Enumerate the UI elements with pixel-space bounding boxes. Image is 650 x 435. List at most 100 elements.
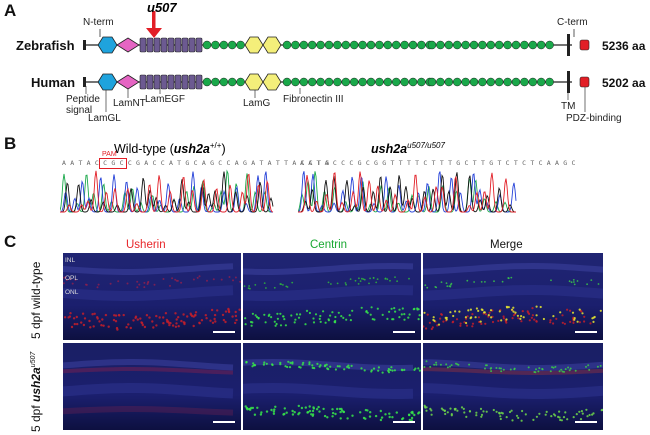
fibronectin-domain <box>417 77 426 87</box>
fibronectin-domain <box>358 77 367 87</box>
lamegf-repeat <box>181 74 189 90</box>
fibronectin-domain <box>461 77 470 87</box>
fibronectin-domain <box>349 77 359 87</box>
lamnt-label: LamNT <box>113 98 146 109</box>
fibronectin-domain <box>545 77 554 87</box>
fibronectin-domain <box>503 77 512 87</box>
fibronectin-domain <box>486 40 496 50</box>
row-label-mutant: 5 dpf ush2au507 <box>29 351 43 432</box>
lamegf-repeat <box>195 74 203 90</box>
fibronectin-domain <box>494 40 504 50</box>
lamegf-repeat <box>174 37 182 53</box>
scale-bar <box>393 421 415 423</box>
fibronectin-domain <box>469 40 479 50</box>
micrograph-merge-mutant <box>423 343 603 430</box>
lamegf-repeat <box>167 74 175 90</box>
mutant-chromatogram-title: ush2au507/u507 <box>371 141 445 157</box>
zf-lamegf-domains <box>139 37 203 53</box>
fibronectin-domain <box>427 40 437 50</box>
fibronectin-domain <box>478 77 487 87</box>
fibronectin-domain <box>316 77 325 87</box>
fibronectin-domain <box>452 77 462 87</box>
tm-label: TM <box>561 101 576 112</box>
fibronectin-domain <box>536 40 546 50</box>
usherin-column-header: Usherin <box>126 239 166 251</box>
fibronectin-domain <box>341 40 351 50</box>
centrin-column-header: Centrin <box>310 239 348 251</box>
fibronectin-domain <box>333 40 342 50</box>
fibronectin-domain <box>391 40 401 50</box>
fibronectin-domain <box>366 40 376 50</box>
peptide-signal-label: Peptide signal <box>66 94 100 116</box>
lamegf-repeat <box>188 37 196 53</box>
zf-lamg-domain-1 <box>244 36 264 54</box>
chromatogram-trace <box>298 172 516 213</box>
fibronectin-domain <box>452 40 462 50</box>
lamegf-repeat <box>188 74 196 90</box>
chromatogram-trace <box>298 171 516 213</box>
fibronectin-domain <box>366 77 376 87</box>
human-label: Human <box>31 75 76 90</box>
fibronectin-domain <box>227 40 237 50</box>
scale-bar <box>393 331 415 333</box>
scale-bar <box>213 421 235 423</box>
lamegf-repeat <box>160 74 168 90</box>
lamgl-label: LamGL <box>88 113 121 124</box>
row-label-wildtype: 5 dpf wild-type <box>29 261 43 339</box>
zf-pdz-domain <box>579 39 590 51</box>
lamegf-label: LamEGF <box>145 94 186 105</box>
lamegf-repeat <box>167 37 175 53</box>
fibronectin-domain <box>391 77 401 87</box>
mutation-arrow-shaft <box>152 11 156 29</box>
fibronectin-domain <box>520 77 529 87</box>
fibronectin-domain <box>520 40 529 50</box>
zebrafish-length: 5236 aa <box>602 39 646 53</box>
zf-lamg-domain-2 <box>262 36 282 54</box>
fibronectin-domain <box>545 40 554 50</box>
fibronectin-domain <box>202 77 212 87</box>
fibronectin-domain <box>324 40 334 50</box>
fibronectin-domain <box>341 77 351 87</box>
fibronectin-domain <box>511 40 521 50</box>
fibronectin-domain <box>528 77 538 87</box>
fibronectin-domain <box>291 77 300 87</box>
lamegf-repeat <box>174 74 182 90</box>
fibronectin-domain <box>444 77 454 87</box>
fibronectin-domain <box>408 40 418 50</box>
fibronectin-domain <box>400 77 409 87</box>
wildtype-chromatogram-title: Wild-type (ush2a+/+) <box>114 141 226 157</box>
opl-label: OPL <box>65 275 79 282</box>
zf-tm-domain <box>567 34 570 56</box>
fibronectin-domain <box>375 40 384 50</box>
chromatogram-trace <box>298 171 517 213</box>
fibronectin-domain <box>299 40 309 50</box>
fibronectin-domain <box>219 40 229 50</box>
fibronectin-domain <box>236 77 245 87</box>
chromatogram-trace <box>60 171 274 213</box>
hs-lamegf-domains <box>139 74 203 90</box>
mutant-chromatogram <box>298 171 517 213</box>
lamegf-repeat <box>139 74 147 90</box>
fibronectin-domain <box>349 40 359 50</box>
fibronectin-domain <box>436 77 445 87</box>
mutation-arrow-head <box>146 28 162 38</box>
fibronectin-domain <box>219 77 229 87</box>
zebrafish-label: Zebrafish <box>16 38 75 53</box>
micrograph-usherin-wildtype <box>63 253 241 340</box>
fibronectin-domain <box>375 77 384 87</box>
human-length: 5202 aa <box>602 76 646 90</box>
fibronectin-domain <box>400 40 409 50</box>
fibronectin-label: Fibronectin III <box>283 94 344 105</box>
pam-box <box>99 158 127 169</box>
fibronectin-domain <box>307 40 317 50</box>
scale-bar <box>213 331 235 333</box>
fibronectin-domain <box>299 77 309 87</box>
fibronectin-domain <box>503 40 512 50</box>
merge-column-header: Merge <box>490 239 523 251</box>
zf-fibronectin-domains <box>202 40 554 50</box>
nterm-label: N-term <box>83 17 114 28</box>
fibronectin-domain <box>211 77 220 87</box>
lamegf-repeat <box>160 37 168 53</box>
panel-b-letter: B <box>4 134 17 153</box>
micrograph-centrin-mutant <box>243 343 421 430</box>
